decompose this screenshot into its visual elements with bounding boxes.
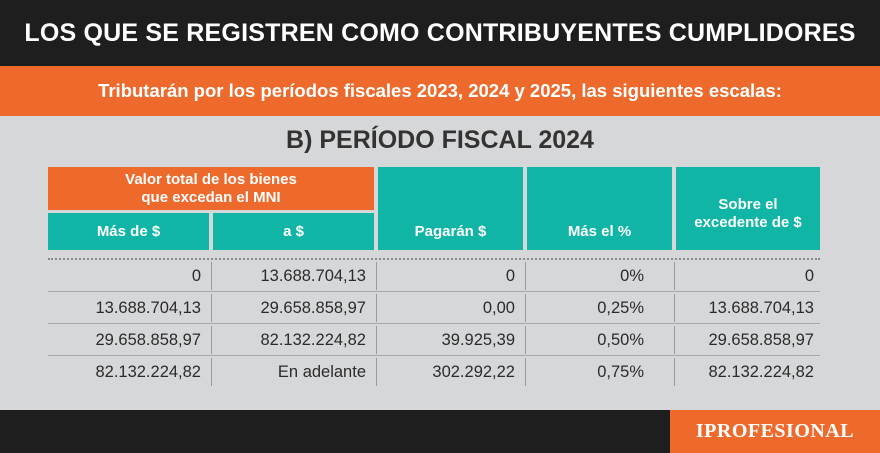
table-row: 82.132.224,82 En adelante 302.292,22 0,7… [48,356,820,388]
cell-mas-de: 13.688.704,13 [95,298,201,317]
column-divider [211,294,212,322]
column-divider [674,326,675,354]
cell-mas-de: 82.132.224,82 [95,362,201,381]
cell-sobre: 29.658.858,97 [708,330,814,349]
column-divider [674,262,675,290]
column-header-mas-pct: Más el % [527,167,672,250]
table-row: 13.688.704,13 29.658.858,97 0,00 0,25% 1… [48,292,820,324]
section-title: B) PERÍODO FISCAL 2024 [286,126,594,154]
column-header-sobre-excedente: Sobre el excedente de $ [676,167,820,250]
top-banner: LOS QUE SE REGISTREN COMO CONTRIBUYENTES… [0,0,880,66]
column-divider [674,358,675,386]
cell-mas-pct: 0,25% [597,298,644,317]
cell-a: En adelante [277,362,366,381]
group-header-line-1: Valor total de los bienes [125,170,297,188]
pagaran-label: Pagarán $ [414,223,487,240]
cell-sobre: 82.132.224,82 [708,362,814,381]
column-divider [376,262,377,290]
column-divider [674,294,675,322]
row-divider [48,355,820,356]
sobre-label-line-2: excedente de $ [694,213,802,231]
column-divider [376,294,377,322]
brand-logo: IPROFESIONAL [670,410,880,453]
cell-mas-pct: 0% [620,266,644,285]
group-header-bienes: Valor total de los bienes que excedan el… [48,167,374,210]
column-divider [376,326,377,354]
cell-pagaran: 302.292,22 [432,362,515,381]
column-divider [525,262,526,290]
cell-pagaran: 0,00 [482,298,515,317]
table-row: 29.658.858,97 82.132.224,82 39.925,39 0,… [48,324,820,356]
column-divider [376,358,377,386]
column-divider [525,294,526,322]
mas-pct-label: Más el % [567,223,632,240]
column-divider [211,326,212,354]
column-divider [525,358,526,386]
column-divider [211,358,212,386]
column-header-a: a $ [213,213,374,250]
headline: LOS QUE SE REGISTREN COMO CONTRIBUYENTES… [24,18,856,47]
cell-a: 29.658.858,97 [260,298,366,317]
subheadline: Tributarán por los períodos fiscales 202… [98,80,782,101]
cell-a: 82.132.224,82 [260,330,366,349]
cell-sobre: 13.688.704,13 [708,298,814,317]
cell-sobre: 0 [804,266,814,285]
cell-mas-de: 0 [191,266,201,285]
sobre-label-line-1: Sobre el [718,195,778,213]
column-divider [525,326,526,354]
dotted-divider [48,258,820,260]
column-header-mas-de: Más de $ [48,213,209,250]
cell-mas-pct: 0,75% [597,362,644,381]
column-divider [211,262,212,290]
column-header-pagaran: Pagarán $ [378,167,523,250]
cell-pagaran: 39.925,39 [441,330,515,349]
subtitle-banner: Tributarán por los períodos fiscales 202… [0,66,880,116]
cell-a: 13.688.704,13 [260,266,366,285]
table-row: 0 13.688.704,13 0 0% 0 [48,260,820,292]
group-header-line-2: que excedan el MNI [141,188,281,206]
row-divider [48,291,820,292]
cell-mas-de: 29.658.858,97 [95,330,201,349]
row-divider [48,323,820,324]
cell-mas-pct: 0,50% [597,330,644,349]
cell-pagaran: 0 [505,266,515,285]
